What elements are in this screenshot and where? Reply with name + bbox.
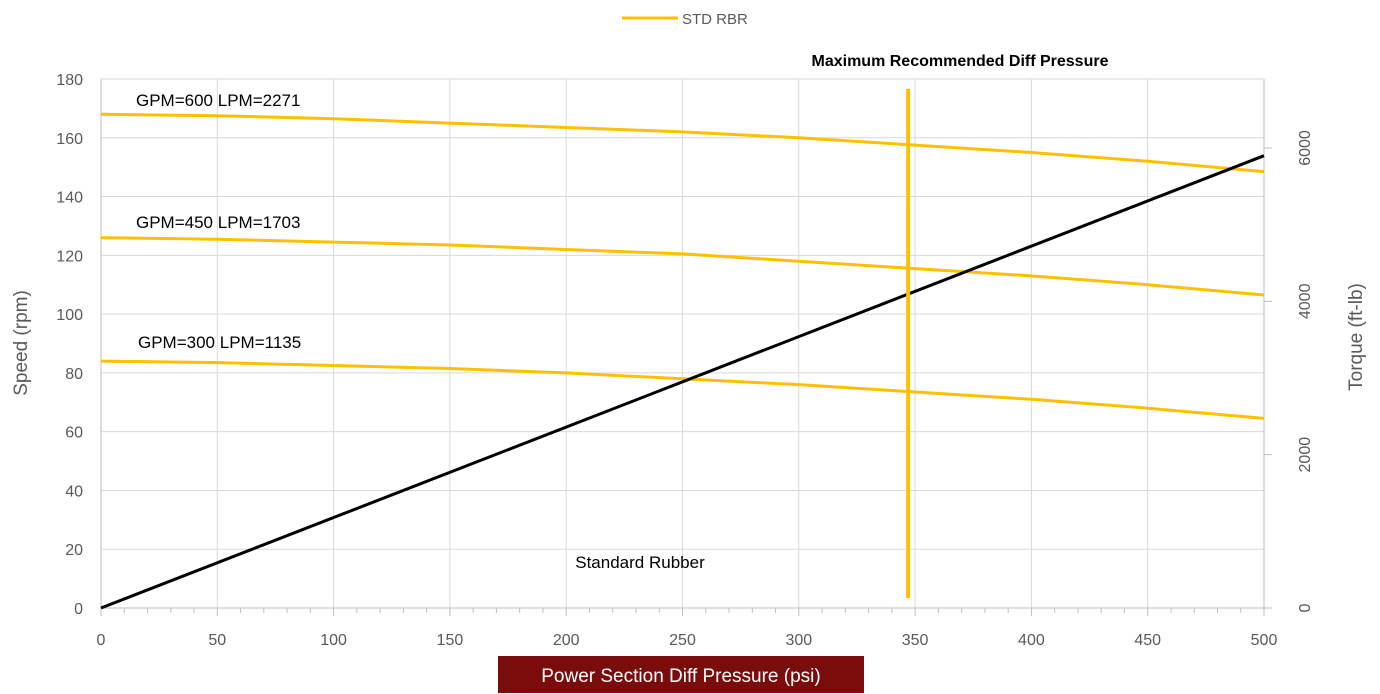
x-tick-label-0: 0 xyxy=(97,632,106,649)
x-tick-label-300: 300 xyxy=(785,632,812,649)
y-tick-label-80: 80 xyxy=(65,366,83,383)
series-line-1 xyxy=(100,236,1265,297)
series-group xyxy=(100,89,1265,610)
tick-labels: 0 20 40 60 80 100 120 140 160 180 0 50 100 150 200 250 3… xyxy=(56,72,1314,649)
y-axis-title: Speed (rpm) xyxy=(11,290,32,396)
series-line-3 xyxy=(100,154,1265,610)
y-tick-label-140: 140 xyxy=(56,190,83,207)
y2-tick-label-6000: 6000 xyxy=(1297,130,1314,166)
x-axis-title-box xyxy=(498,656,864,693)
legend: STD RBR xyxy=(622,11,748,28)
series-label-gpm450: GPM=450 LPM=1703 xyxy=(136,213,300,232)
series-label-gpm300: GPM=300 LPM=1135 xyxy=(138,333,301,352)
legend-label-std-rbr: STD RBR xyxy=(682,11,748,28)
x-axis-title: Power Section Diff Pressure (psi) xyxy=(541,666,820,687)
x-tick-label-400: 400 xyxy=(1018,632,1045,649)
x-tick-label-500: 500 xyxy=(1251,632,1278,649)
series-label-standard-rubber: Standard Rubber xyxy=(575,553,705,572)
series-label-gpm600: GPM=600 LPM=2271 xyxy=(136,91,300,110)
x-tick-label-450: 450 xyxy=(1134,632,1161,649)
x-tick-label-350: 350 xyxy=(902,632,929,649)
y2-tick-label-2000: 2000 xyxy=(1297,437,1314,473)
x-tick-label-200: 200 xyxy=(553,632,580,649)
y-tick-label-100: 100 xyxy=(56,307,83,324)
y-tick-label-60: 60 xyxy=(65,425,83,442)
y-tick-label-20: 20 xyxy=(65,542,83,559)
x-tick-label-250: 250 xyxy=(669,632,696,649)
x-tick-label-150: 150 xyxy=(437,632,464,649)
y-tick-label-40: 40 xyxy=(65,483,83,500)
y-tick-label-160: 160 xyxy=(56,131,83,148)
y2-axis-title: Torque (ft-lb) xyxy=(1346,283,1367,391)
axes xyxy=(100,78,1272,616)
series-line-2 xyxy=(100,359,1265,420)
y2-tick-label-0: 0 xyxy=(1297,603,1314,612)
x-tick-label-100: 100 xyxy=(320,632,347,649)
y-tick-label-120: 120 xyxy=(56,248,83,265)
max-diff-pressure-label: Maximum Recommended Diff Pressure xyxy=(812,53,1109,70)
y-tick-label-0: 0 xyxy=(74,601,83,618)
series-line-0 xyxy=(100,112,1265,174)
y2-tick-label-4000: 4000 xyxy=(1297,283,1314,319)
x-tick-label-50: 50 xyxy=(208,632,226,649)
y-tick-label-180: 180 xyxy=(56,72,83,89)
